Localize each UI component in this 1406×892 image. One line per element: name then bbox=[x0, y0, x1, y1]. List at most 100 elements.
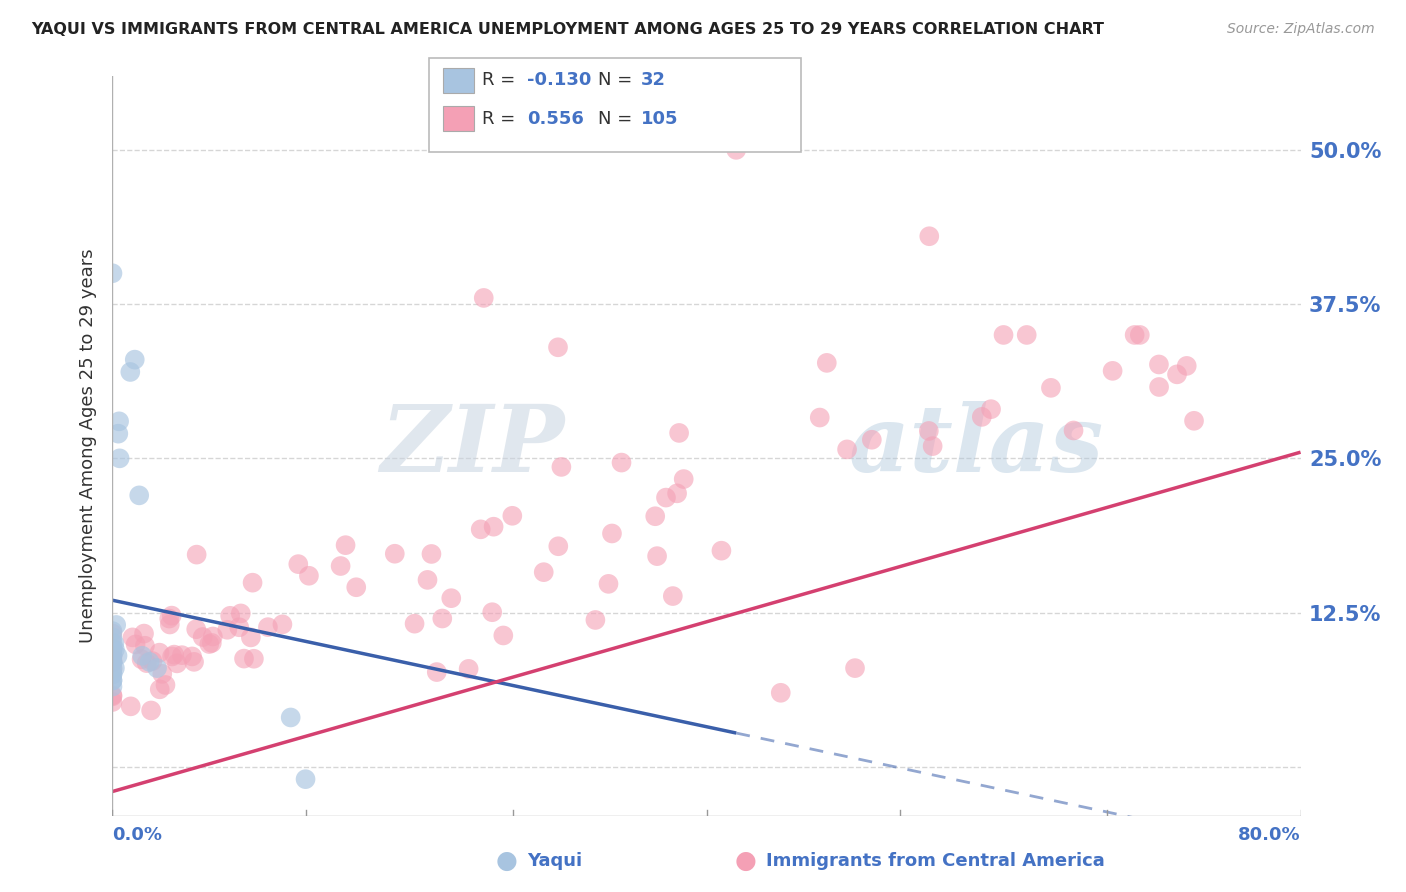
Point bbox=[103, 636, 125, 650]
Point bbox=[217, 623, 239, 637]
Point bbox=[280, 710, 302, 724]
Point bbox=[384, 547, 406, 561]
Point bbox=[1166, 368, 1188, 382]
Point bbox=[233, 651, 256, 665]
Point bbox=[104, 661, 127, 675]
Point bbox=[132, 626, 155, 640]
Point bbox=[655, 491, 678, 505]
Point bbox=[610, 456, 633, 470]
Point bbox=[271, 617, 294, 632]
Point bbox=[107, 648, 129, 663]
Text: N =: N = bbox=[598, 71, 637, 89]
Point bbox=[645, 549, 668, 563]
Point bbox=[101, 624, 124, 639]
Text: 80.0%: 80.0% bbox=[1237, 826, 1301, 844]
Point bbox=[219, 608, 242, 623]
Point bbox=[242, 575, 264, 590]
Point bbox=[1147, 380, 1170, 394]
Point bbox=[993, 328, 1015, 343]
Point bbox=[155, 678, 177, 692]
Point bbox=[107, 426, 129, 441]
Point bbox=[668, 425, 690, 440]
Point bbox=[239, 631, 262, 645]
Point bbox=[294, 772, 316, 787]
Point bbox=[105, 618, 128, 632]
Point bbox=[157, 611, 180, 625]
Point bbox=[1175, 359, 1198, 373]
Point bbox=[457, 662, 479, 676]
Point bbox=[1039, 381, 1062, 395]
Point bbox=[1015, 328, 1038, 343]
Point bbox=[329, 559, 352, 574]
Text: Source: ZipAtlas.com: Source: ZipAtlas.com bbox=[1227, 22, 1375, 37]
Point bbox=[1147, 358, 1170, 372]
Text: 0.0%: 0.0% bbox=[112, 826, 163, 844]
Point bbox=[243, 651, 266, 665]
Point bbox=[120, 365, 142, 379]
Point bbox=[101, 652, 124, 666]
Point bbox=[835, 442, 858, 457]
Point bbox=[1182, 414, 1205, 428]
Point bbox=[101, 626, 124, 640]
Point bbox=[124, 637, 146, 651]
Y-axis label: Unemployment Among Ages 25 to 29 years: Unemployment Among Ages 25 to 29 years bbox=[79, 249, 97, 643]
Point bbox=[150, 666, 173, 681]
Point bbox=[101, 655, 124, 669]
Point bbox=[1129, 328, 1152, 343]
Point bbox=[101, 642, 124, 657]
Point bbox=[287, 557, 309, 571]
Point bbox=[101, 680, 124, 694]
Point bbox=[163, 648, 186, 662]
Point bbox=[335, 538, 357, 552]
Text: ZIP: ZIP bbox=[380, 401, 564, 491]
Point bbox=[229, 607, 252, 621]
Point bbox=[101, 655, 124, 669]
Point bbox=[1101, 364, 1123, 378]
Point bbox=[644, 509, 666, 524]
Point bbox=[101, 648, 124, 663]
Point bbox=[404, 616, 426, 631]
Point bbox=[257, 620, 280, 634]
Point bbox=[138, 655, 160, 669]
Point bbox=[860, 433, 883, 447]
Point bbox=[501, 508, 523, 523]
Point bbox=[844, 661, 866, 675]
Point bbox=[183, 655, 205, 669]
Point bbox=[598, 577, 620, 591]
Point bbox=[432, 611, 454, 625]
Text: Yaqui: Yaqui bbox=[527, 852, 582, 870]
Point bbox=[134, 639, 156, 653]
Text: YAQUI VS IMMIGRANTS FROM CENTRAL AMERICA UNEMPLOYMENT AMONG AGES 25 TO 29 YEARS : YAQUI VS IMMIGRANTS FROM CENTRAL AMERICA… bbox=[31, 22, 1104, 37]
Point bbox=[124, 352, 146, 367]
Point bbox=[181, 649, 204, 664]
Point bbox=[108, 451, 131, 466]
Point bbox=[166, 657, 188, 671]
Point bbox=[583, 613, 606, 627]
Point bbox=[769, 686, 792, 700]
Point bbox=[101, 673, 124, 688]
Point bbox=[186, 548, 208, 562]
Point bbox=[426, 665, 449, 679]
Point bbox=[159, 617, 181, 632]
Point bbox=[101, 266, 124, 280]
Point bbox=[101, 655, 124, 669]
Point bbox=[472, 291, 495, 305]
Point bbox=[710, 543, 733, 558]
Point bbox=[101, 673, 124, 688]
Point bbox=[547, 340, 569, 354]
Point bbox=[128, 488, 150, 502]
Point bbox=[201, 636, 224, 650]
Text: Immigrants from Central America: Immigrants from Central America bbox=[766, 852, 1105, 870]
Point bbox=[135, 656, 157, 670]
Point bbox=[1123, 328, 1146, 343]
Point bbox=[921, 439, 943, 453]
Point bbox=[808, 410, 831, 425]
Point bbox=[101, 642, 124, 657]
Point bbox=[666, 486, 689, 500]
Text: 32: 32 bbox=[641, 71, 666, 89]
Point bbox=[131, 652, 153, 666]
Point bbox=[160, 608, 183, 623]
Point bbox=[160, 649, 183, 664]
Point bbox=[101, 661, 124, 675]
Point bbox=[228, 620, 250, 634]
